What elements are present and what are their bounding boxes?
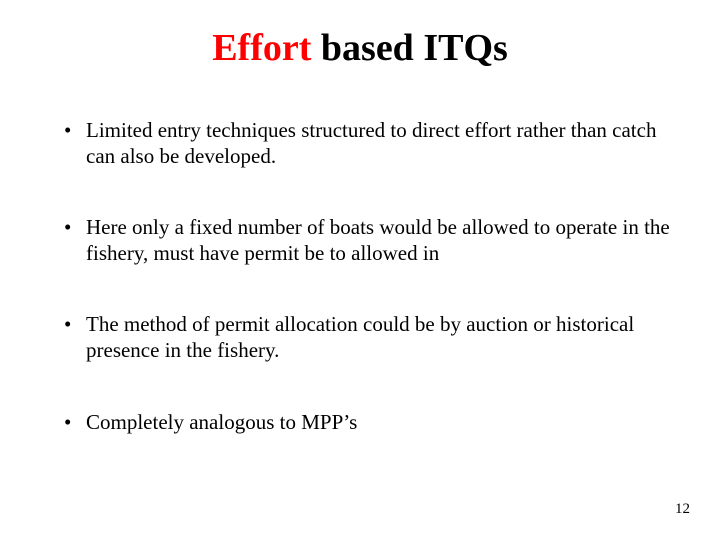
title-word-effort: Effort (212, 27, 311, 69)
title-rest: based ITQs (311, 27, 507, 69)
slide: Effort based ITQs Limited entry techniqu… (0, 0, 720, 540)
list-item: Limited entry techniques structured to d… (64, 118, 672, 169)
bullet-text: Here only a fixed number of boats would … (86, 215, 670, 265)
list-item: The method of permit allocation could be… (64, 312, 672, 363)
bullet-text: Completely analogous to MPP’s (86, 410, 357, 434)
list-item: Here only a fixed number of boats would … (64, 215, 672, 266)
bullet-text: The method of permit allocation could be… (86, 312, 634, 362)
slide-title: Effort based ITQs (0, 28, 720, 70)
bullet-list: Limited entry techniques structured to d… (64, 118, 672, 481)
page-number: 12 (675, 501, 690, 518)
list-item: Completely analogous to MPP’s (64, 410, 672, 436)
bullet-text: Limited entry techniques structured to d… (86, 118, 656, 168)
